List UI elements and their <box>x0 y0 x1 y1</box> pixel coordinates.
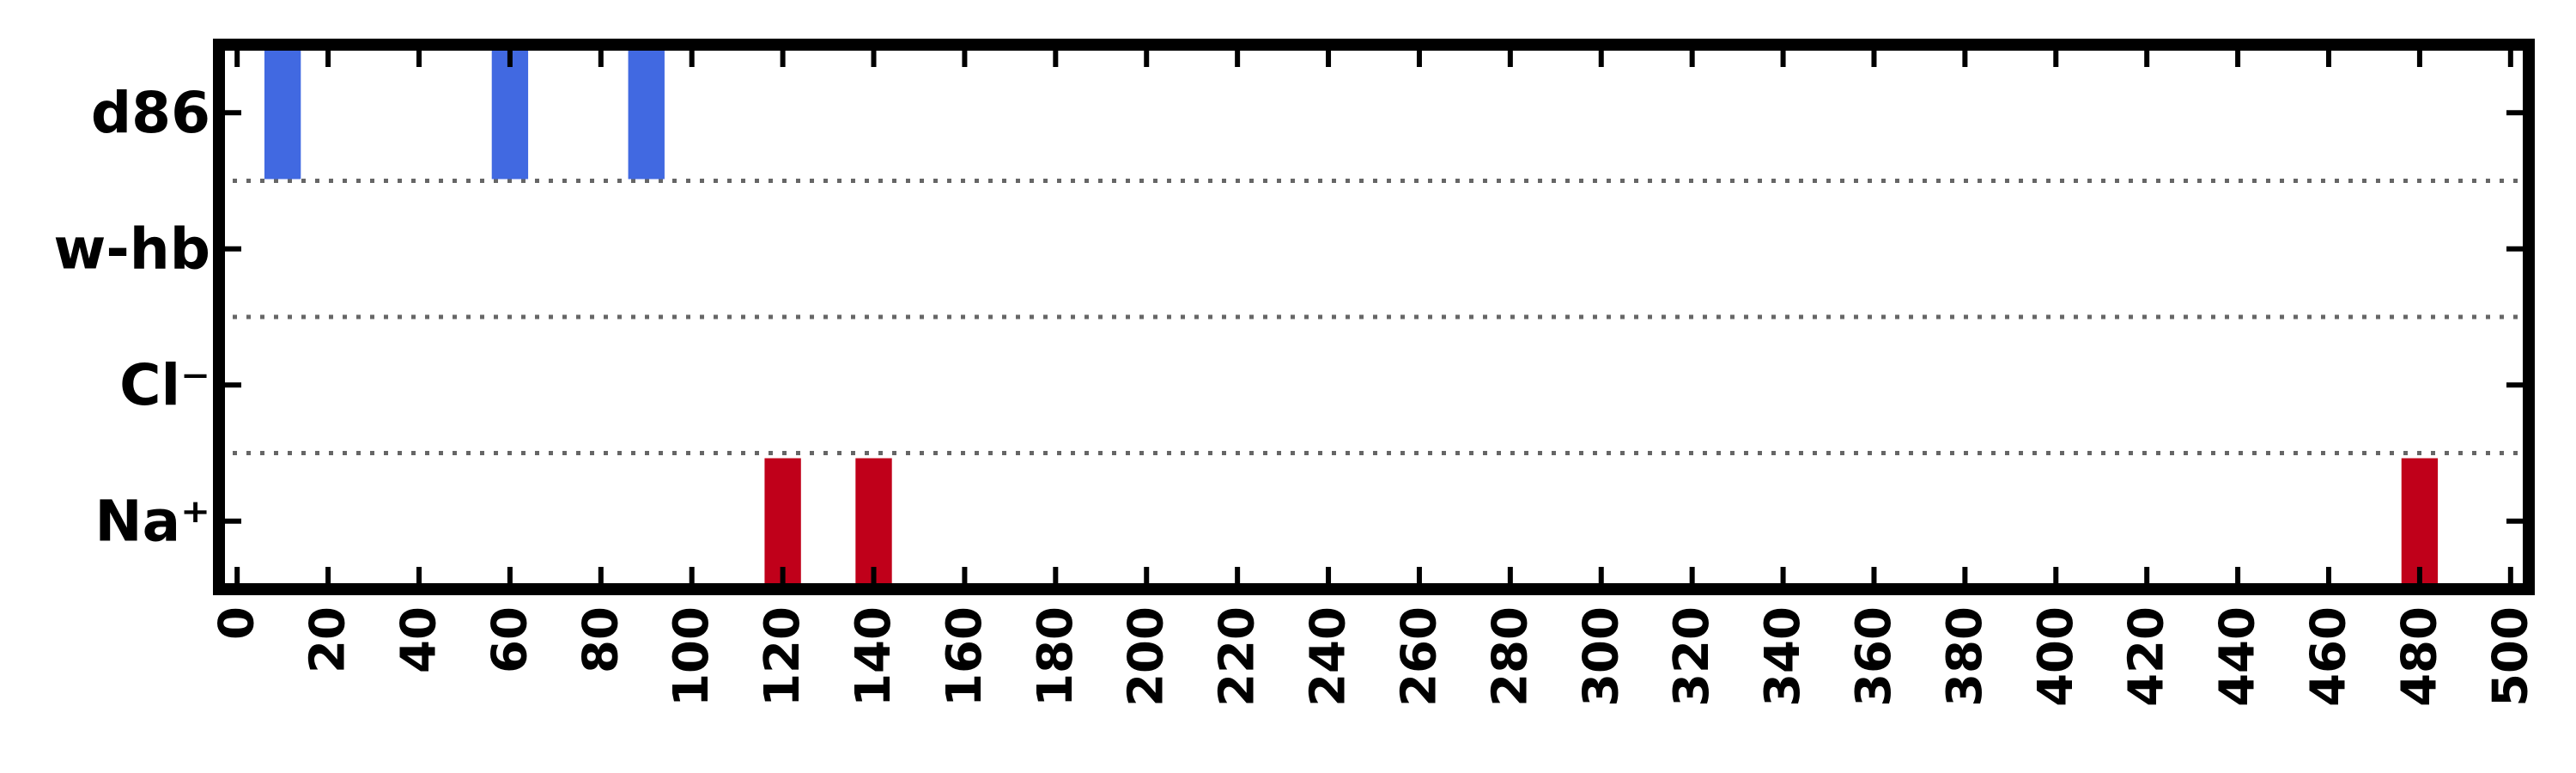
x-tick-label: 100 <box>664 606 720 707</box>
x-tick-label: 300 <box>1573 606 1629 707</box>
x-tick-label: 140 <box>846 606 902 707</box>
y-category-label: Cl⁻ <box>119 352 210 418</box>
x-tick-label: 480 <box>2391 606 2447 707</box>
y-category-label: w-hb <box>53 216 210 282</box>
x-tick-label: 360 <box>1846 606 1902 707</box>
event-bar-na <box>2401 458 2439 587</box>
x-tick-label: 120 <box>755 606 811 707</box>
x-tick-label: 80 <box>573 606 629 673</box>
x-tick-label: 260 <box>1391 606 1447 707</box>
x-tick-label: 160 <box>937 606 993 707</box>
x-tick-label: 380 <box>1937 606 1993 707</box>
x-tick-label: 0 <box>210 606 265 640</box>
row-separators <box>219 179 2529 455</box>
event-bar-d86 <box>491 50 529 180</box>
x-tick-label: 280 <box>1482 606 1538 707</box>
x-tick-label: 60 <box>482 606 538 673</box>
x-tick-label: 220 <box>1210 606 1266 707</box>
event-bar-na <box>764 458 801 587</box>
x-tick-label: 460 <box>2301 606 2357 707</box>
x-tick-label: 200 <box>1119 606 1175 707</box>
x-tick-label: 340 <box>1755 606 1811 707</box>
event-bar-na <box>855 458 892 587</box>
y-category-label: d86 <box>91 80 210 146</box>
x-tick-label: 420 <box>2119 606 2175 707</box>
x-tick-label: 40 <box>391 606 447 673</box>
event-bars <box>264 50 2439 587</box>
y-category-label: Na⁺ <box>94 488 210 554</box>
x-tick-label: 500 <box>2482 606 2538 707</box>
x-tick-labels: 0 20 40 60 80 100 120 140 160 180 200 220 240 260 280 3… <box>210 606 2539 707</box>
event-bar-d86 <box>628 50 665 180</box>
x-tick-label: 240 <box>1301 606 1357 707</box>
x-tick-label: 400 <box>2028 606 2084 707</box>
x-tick-label: 20 <box>301 606 356 673</box>
x-tick-label: 180 <box>1028 606 1084 707</box>
x-tick-label: 320 <box>1664 606 1720 707</box>
x-tick-label: 440 <box>2210 606 2266 707</box>
y-category-labels: d86 w-hb Cl⁻ Na⁺ <box>53 80 210 555</box>
plot-frame <box>213 39 2535 595</box>
event-bar-d86 <box>264 50 301 180</box>
